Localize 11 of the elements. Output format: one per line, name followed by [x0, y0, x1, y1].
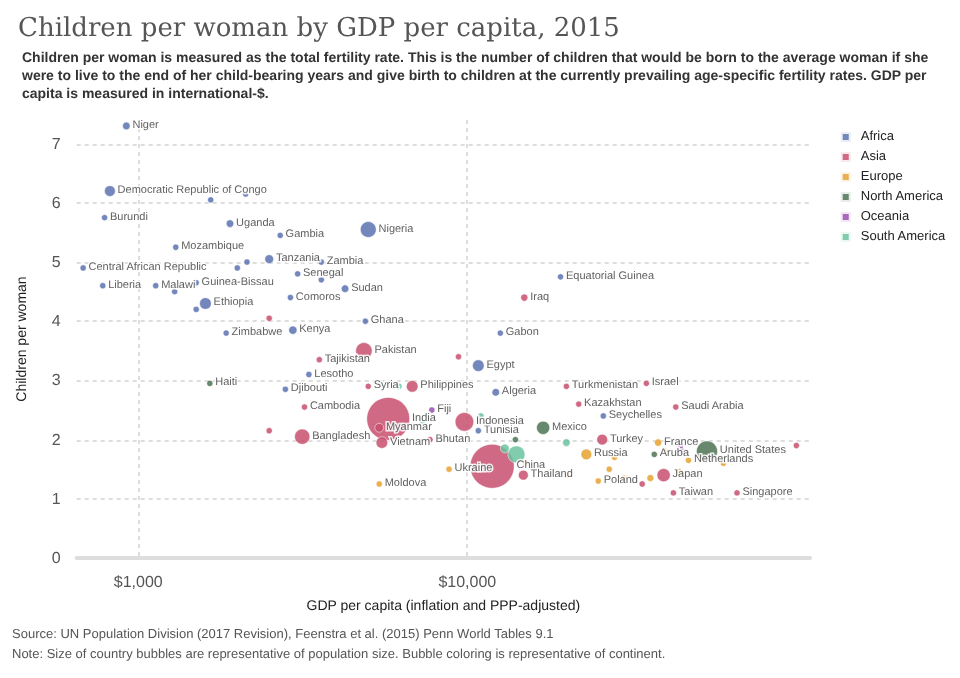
y-tick-label: 6 — [51, 193, 62, 212]
y-tick-label: 3 — [51, 371, 62, 390]
y-tick-label: 2 — [51, 430, 62, 449]
x-tick-label: $1,000 — [113, 573, 164, 591]
x-tick-label: $10,000 — [438, 573, 498, 591]
y-tick-label: 1 — [51, 489, 62, 508]
y-tick-label: 7 — [51, 134, 62, 153]
y-tick-label: 4 — [51, 312, 62, 331]
y-tick-label: 5 — [51, 253, 62, 272]
chart-title: Children per woman by GDP per capita, 2015 — [18, 14, 620, 44]
y-tick-label: 0 — [51, 549, 62, 567]
